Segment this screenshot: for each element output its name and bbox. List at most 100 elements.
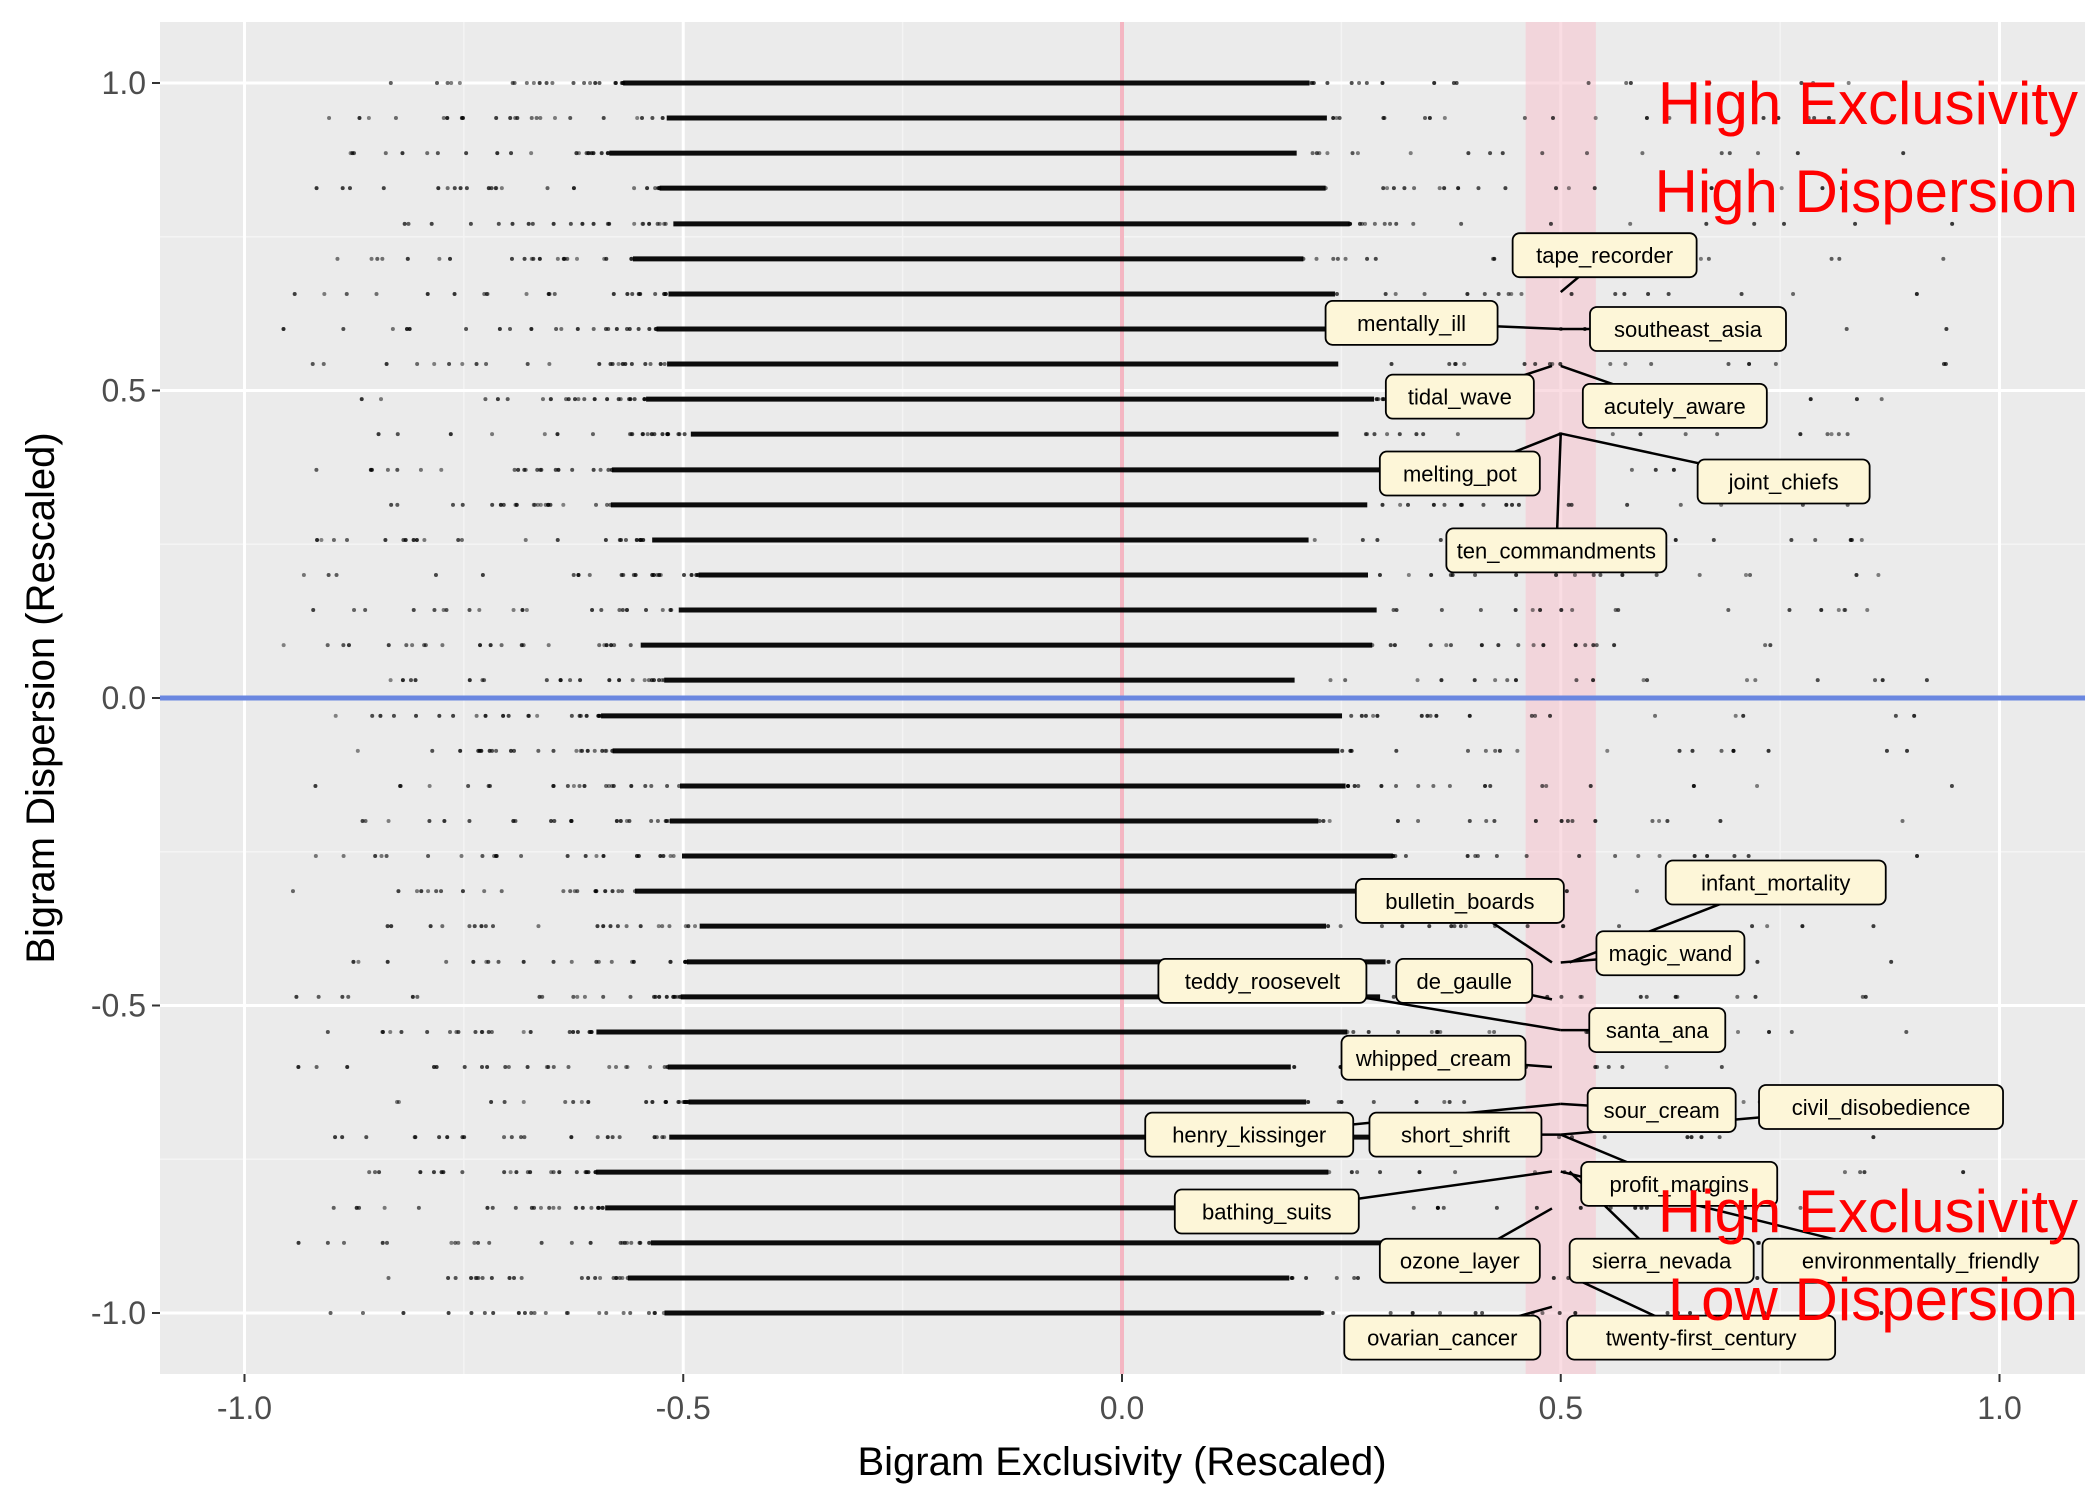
- data-point: [1356, 783, 1361, 788]
- data-point: [466, 783, 471, 788]
- annotation-box: [1581, 382, 1768, 429]
- data-point: [1806, 116, 1811, 121]
- data-point: [667, 819, 672, 823]
- annotation-label: santa_ana: [1588, 1007, 1727, 1053]
- data-point: [1859, 537, 1864, 542]
- data-point: [686, 924, 691, 929]
- data-point: [384, 854, 389, 859]
- annotation-text: acutely_aware: [1604, 394, 1746, 419]
- data-point: [1624, 81, 1629, 85]
- annotation-box: [1445, 527, 1668, 574]
- data-point: [1557, 1311, 1562, 1315]
- data-point: [1442, 116, 1447, 121]
- data-point: [1453, 1170, 1458, 1175]
- data-point: [1442, 186, 1447, 191]
- data-point: [592, 748, 597, 753]
- data-point: [1845, 432, 1850, 437]
- data-point: [522, 1135, 527, 1140]
- annotation-box: [1511, 232, 1698, 279]
- data-point: [479, 1065, 484, 1069]
- data-point: [645, 186, 650, 191]
- data-point: [1644, 1205, 1649, 1210]
- data-point: [661, 854, 666, 859]
- data-point: [1667, 116, 1672, 121]
- data-point: [441, 116, 446, 121]
- data-point: [1525, 924, 1530, 929]
- data-point: [1497, 748, 1502, 753]
- data-point: [640, 116, 645, 121]
- data-point: [1638, 994, 1643, 999]
- data-point: [380, 256, 385, 261]
- data-point: [1570, 819, 1575, 823]
- data-point: [628, 1311, 633, 1315]
- data-point: [544, 81, 549, 85]
- data-point: [1515, 748, 1520, 753]
- data-point: [341, 854, 346, 859]
- data-point: [580, 1205, 585, 1210]
- data-point: [1429, 573, 1434, 577]
- data-point: [532, 1311, 537, 1315]
- data-point: [454, 1029, 459, 1034]
- data-point: [1388, 1311, 1393, 1315]
- data-point: [1505, 678, 1510, 683]
- data-point: [1585, 151, 1590, 156]
- data-point: [1849, 537, 1854, 542]
- data-point: [345, 1065, 350, 1069]
- data-point: [1763, 643, 1768, 648]
- data-point: [313, 783, 318, 788]
- data-point: [374, 291, 379, 296]
- data-point: [1879, 397, 1884, 402]
- data-point: [595, 1135, 600, 1140]
- data-point: [545, 186, 550, 191]
- data-point: [399, 1029, 404, 1034]
- data-point: [415, 889, 420, 894]
- data-point: [590, 608, 595, 613]
- data-point: [1649, 362, 1654, 367]
- data-point: [1484, 819, 1489, 823]
- data-point: [1441, 1205, 1446, 1210]
- data-point: [334, 573, 339, 577]
- data-point: [491, 1311, 496, 1315]
- data-point: [316, 994, 321, 999]
- data-point: [388, 1029, 393, 1034]
- data-point: [425, 1029, 430, 1034]
- data-point: [467, 819, 472, 823]
- data-point: [1569, 502, 1574, 507]
- data-point: [482, 678, 487, 683]
- data-point: [1533, 362, 1538, 367]
- data-point: [608, 924, 613, 929]
- data-point: [357, 116, 362, 121]
- data-point: [497, 327, 502, 331]
- data-point: [662, 362, 667, 367]
- data-point: [629, 783, 634, 788]
- annotation-box: [1588, 1007, 1727, 1053]
- data-point: [675, 994, 680, 999]
- data-point: [473, 1029, 478, 1034]
- data-point: [469, 1311, 474, 1315]
- data-point: [495, 397, 500, 402]
- data-point: [524, 81, 529, 85]
- data-point: [630, 291, 635, 296]
- data-point: [528, 1029, 533, 1034]
- data-point: [605, 502, 610, 507]
- data-point: [472, 924, 477, 929]
- data-point: [575, 994, 580, 999]
- data-point: [477, 608, 482, 613]
- annotation-label: sierra_nevada: [1568, 1237, 1755, 1284]
- data-point: [378, 713, 383, 718]
- data-point: [552, 819, 557, 823]
- data-point: [638, 1240, 643, 1245]
- data-point: [448, 1029, 453, 1034]
- annotation-text: twenty-first_century: [1606, 1326, 1797, 1351]
- data-point: [1944, 327, 1949, 331]
- data-point: [624, 608, 629, 613]
- data-point: [1753, 994, 1758, 999]
- data-point: [1378, 1170, 1383, 1175]
- data-point: [1340, 748, 1345, 753]
- data-point: [608, 502, 613, 507]
- annotation-label: acutely_aware: [1581, 382, 1768, 429]
- data-point: [483, 924, 488, 929]
- data-point: [502, 1135, 507, 1140]
- data-point: [505, 397, 510, 402]
- data-point: [296, 1240, 301, 1245]
